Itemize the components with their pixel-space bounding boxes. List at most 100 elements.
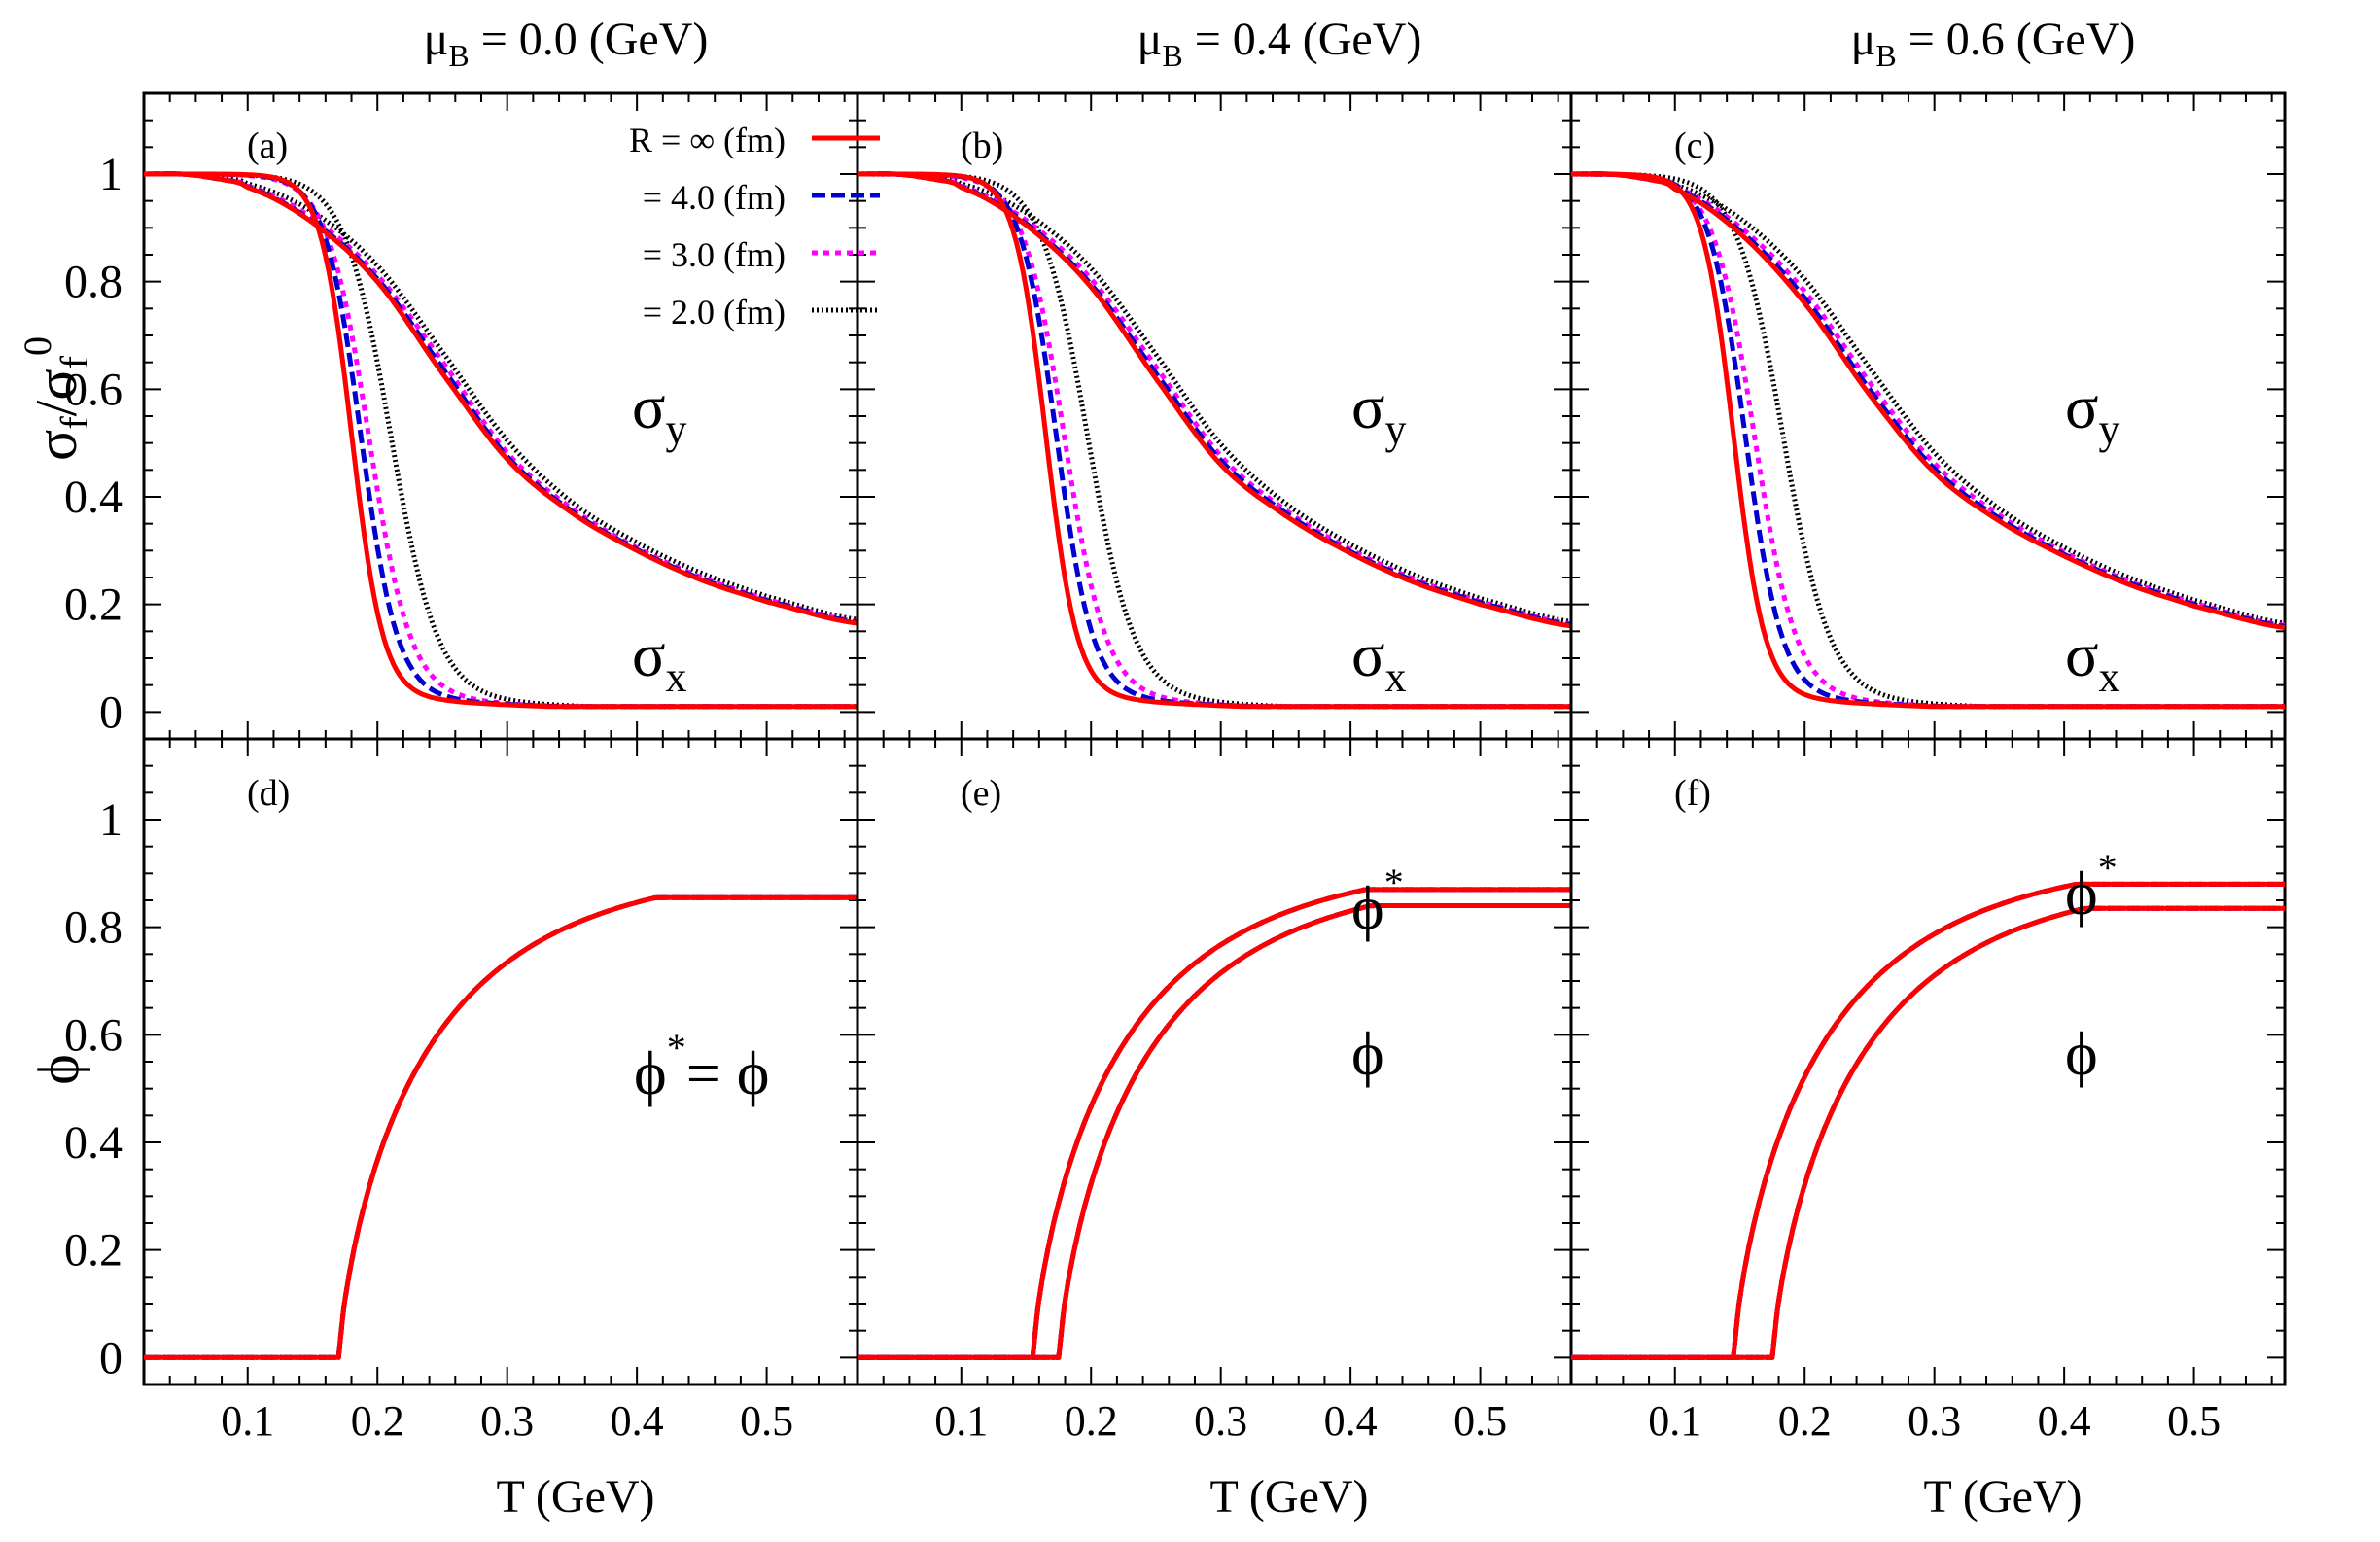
x-tick-label-d: 0.4	[611, 1397, 664, 1445]
phi-curve-f-r2	[1571, 905, 2285, 1360]
sigma-y-curve-b-r0	[857, 171, 1572, 629]
y-tick-label-d: 0	[99, 1332, 122, 1384]
x-axis-label-2: T (GeV)	[1923, 1471, 2082, 1523]
phi-curve-d-r0	[144, 894, 858, 1360]
sigma-x-label-c: σx	[2065, 620, 2120, 701]
phi-star-curve-e-r2	[858, 887, 1571, 1360]
phi-curve-e-r1	[858, 903, 1571, 1360]
panel-label-c: (c)	[1674, 125, 1715, 166]
phi-star-curve-e-r3	[858, 887, 1571, 1360]
x-tick-label-d: 0.1	[221, 1397, 274, 1445]
sigma-x-label-b: σx	[1351, 620, 1407, 701]
y-tick-label-a: 0.2	[64, 579, 122, 631]
sigma-y-curve-b-r2	[857, 171, 1572, 627]
y-tick-label-a: 0.8	[64, 257, 122, 308]
x-axis-label-0: T (GeV)	[496, 1471, 654, 1523]
panel-label-a: (a)	[247, 125, 288, 166]
panels: 0 0.2 0.4 0.6 0.8 1 0 0.2 0.4 0.6 0.8 1 0.1 0.2 0.3 0.4…	[64, 91, 2287, 1445]
sigma-y-curve-c-r1	[1570, 171, 2286, 629]
sigma-y-curve-a-r0	[143, 171, 858, 626]
legend-label-1: = 4.0 (fm)	[643, 178, 786, 217]
panel-label-d: (d)	[247, 773, 290, 814]
legend-label-2: = 3.0 (fm)	[643, 235, 786, 274]
phi-label-e: ϕ	[1351, 1019, 1384, 1088]
panel-label-f: (f)	[1674, 773, 1711, 814]
phi-star-curve-f-r3	[1571, 881, 2287, 1360]
x-tick-label-d: 0.2	[351, 1397, 404, 1445]
x-tick-label-f: 0.1	[1648, 1397, 1701, 1445]
phi-curve-e-r3	[858, 903, 1571, 1360]
panel-e: 0.1 0.2 0.3 0.4 0.5	[856, 737, 1573, 1445]
y-tick-label-a: 0.6	[64, 364, 122, 415]
phi-label-f: ϕ	[2065, 1019, 2098, 1088]
sigma-y-curve-b-r1	[857, 171, 1572, 628]
phi-star-curve-f-r1	[1571, 881, 2287, 1360]
phi-star-curve-f-r0	[1571, 881, 2287, 1360]
sigma-x-curve-c-r1	[1571, 171, 2285, 710]
sigma-y-label-b: σy	[1351, 372, 1407, 453]
top-y-axis-label: σf/σf0	[16, 336, 96, 461]
y-tick-label-d: 0.4	[64, 1117, 122, 1169]
phi-star-label-e: ϕ*	[1351, 860, 1404, 942]
panel-frame-e	[856, 737, 1573, 1386]
column-title-2: μB = 0.6 (GeV)	[1851, 14, 2136, 73]
x-tick-label-d: 0.3	[480, 1397, 534, 1445]
sigma-x-label-a: σx	[632, 620, 687, 701]
sigma-x-curve-c-r3	[1571, 171, 2285, 710]
y-tick-label-a: 0.4	[64, 472, 122, 523]
x-tick-label-f: 0.5	[2167, 1397, 2221, 1445]
sigma-y-curve-a-r3	[143, 171, 858, 622]
x-tick-label-e: 0.3	[1194, 1397, 1247, 1445]
phi-star-label-f: ϕ*	[2065, 846, 2118, 928]
phi-curve-f-r0	[1571, 905, 2285, 1360]
sigma-y-curve-c-r0	[1570, 171, 2286, 630]
x-tick-label-f: 0.4	[2038, 1397, 2091, 1445]
sigma-y-curve-c-r2	[1570, 171, 2286, 628]
y-tick-label-d: 0.2	[64, 1225, 122, 1277]
y-tick-label-a: 1	[99, 149, 122, 200]
sigma-y-label-c: σy	[2065, 372, 2120, 453]
phi-star-curve-f-r2	[1571, 881, 2287, 1360]
legend: R = ∞ (fm) = 4.0 (fm) = 3.0 (fm) = 2.0 (fm)	[629, 121, 880, 332]
panel-a: 0 0.2 0.4 0.6 0.8 1	[64, 91, 859, 741]
bottom-y-axis-label: ϕ	[26, 1054, 90, 1085]
sigma-y-curve-c-r3	[1570, 171, 2286, 626]
sigma-y-curve-b-r3	[857, 171, 1572, 624]
panel-label-b: (b)	[961, 125, 1003, 166]
phi-star-curve-e-r1	[858, 887, 1571, 1360]
sigma-x-curve-c-r0	[1571, 171, 2285, 710]
legend-label-3: = 2.0 (fm)	[643, 293, 786, 332]
x-tick-label-f: 0.3	[1908, 1397, 1961, 1445]
column-title-0: μB = 0.0 (GeV)	[424, 14, 709, 73]
sigma-y-label-a: σy	[632, 372, 687, 453]
y-tick-label-d: 1	[99, 794, 122, 846]
legend-label-0: R = ∞ (fm)	[629, 121, 786, 159]
panel-label-e: (e)	[961, 773, 1001, 814]
sigma-x-curve-a-r0	[144, 171, 858, 710]
panel-f: 0.1 0.2 0.3 0.4 0.5	[1569, 737, 2287, 1445]
phi-curve-e-r0	[858, 903, 1571, 1360]
x-tick-label-e: 0.5	[1453, 1397, 1507, 1445]
panel-c	[1569, 91, 2287, 741]
phi-curve-e-r2	[858, 903, 1571, 1360]
sigma-x-curve-b-r1	[858, 171, 1571, 710]
y-tick-label-d: 0.6	[64, 1009, 122, 1061]
panel-d: 0 0.2 0.4 0.6 0.8 1 0.1 0.2 0.3 0.4 0.5	[64, 737, 859, 1445]
sigma-x-curve-c-r2	[1571, 171, 2285, 710]
panel-frame-f	[1569, 737, 2287, 1386]
panel-b	[856, 91, 1573, 741]
y-tick-label-d: 0.8	[64, 902, 122, 954]
x-axis-label-1: T (GeV)	[1209, 1471, 1368, 1523]
x-tick-label-e: 0.4	[1324, 1397, 1378, 1445]
y-tick-label-a: 0	[99, 686, 122, 738]
phi-star-equals-phi-label-d: ϕ*= ϕ	[634, 1026, 769, 1107]
phi-curve-f-r3	[1571, 905, 2285, 1360]
x-tick-label-d: 0.5	[740, 1397, 793, 1445]
x-tick-label-e: 0.1	[934, 1397, 988, 1445]
phi-curve-f-r1	[1571, 905, 2285, 1360]
column-title-1: μB = 0.4 (GeV)	[1138, 14, 1422, 73]
sigma-x-curve-b-r3	[858, 171, 1571, 710]
sigma-x-curve-b-r0	[858, 171, 1571, 710]
x-tick-label-f: 0.2	[1778, 1397, 1832, 1445]
